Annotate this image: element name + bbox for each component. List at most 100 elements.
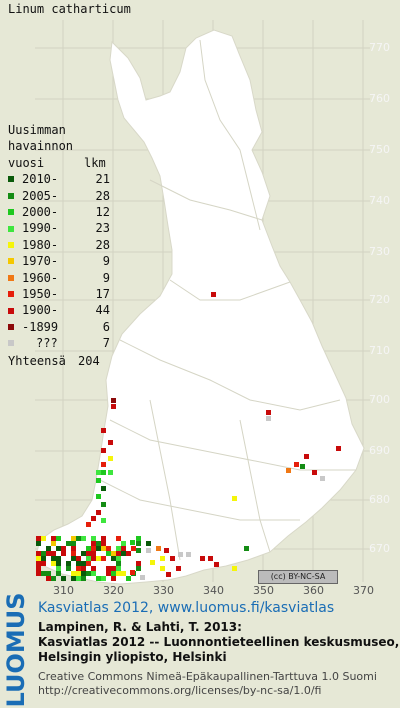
- distribution-map: [35, 20, 370, 585]
- observation-dot: [66, 561, 71, 566]
- observation-dot: [96, 510, 101, 515]
- observation-dot: [46, 571, 51, 576]
- observation-dot: [66, 541, 71, 546]
- legend-year-label: ???: [36, 336, 58, 351]
- region-boundaries: [99, 39, 356, 561]
- legend-year-label: -1899: [22, 319, 59, 334]
- observation-dot: [56, 546, 61, 551]
- observation-dot: [294, 462, 299, 467]
- observation-dot: [36, 566, 41, 571]
- legend-count: 12: [95, 205, 110, 220]
- observation-dot: [101, 541, 106, 546]
- observation-dot: [101, 462, 106, 467]
- x-axis-label: 310: [53, 584, 74, 597]
- x-axis-label: 360: [303, 584, 324, 597]
- cc-license-badge[interactable]: (cc) BY-NC-SA: [258, 570, 338, 584]
- observation-dot: [91, 536, 96, 541]
- observation-dot: [71, 576, 76, 581]
- observation-dot: [166, 572, 171, 577]
- legend-swatch: [8, 176, 14, 183]
- observation-dot: [41, 551, 46, 556]
- legend-year-label: 2000-: [22, 205, 59, 220]
- observation-dot: [61, 551, 66, 556]
- legend-col-count: lkm: [84, 155, 106, 170]
- y-axis-label: 690: [369, 444, 390, 457]
- cc-icon: (cc): [270, 572, 289, 581]
- x-axis-label: 320: [103, 584, 124, 597]
- observation-dot: [121, 551, 126, 556]
- observation-dot: [96, 546, 101, 551]
- observation-dot: [108, 470, 113, 475]
- observation-dot: [266, 416, 271, 421]
- observation-dot: [266, 410, 271, 415]
- observation-dot: [108, 440, 113, 445]
- observation-dot: [146, 541, 151, 546]
- observation-dot: [111, 404, 116, 409]
- observation-dot: [130, 540, 135, 545]
- observation-dot: [286, 468, 291, 473]
- luomus-logo: LUOMUS: [2, 593, 30, 708]
- license-text: Creative Commons Nimeä-Epäkaupallinen-Ta…: [38, 670, 377, 683]
- observation-dot: [146, 548, 151, 553]
- observation-dot: [76, 536, 81, 541]
- observation-dot: [91, 546, 96, 551]
- observation-dot: [71, 541, 76, 546]
- observation-dot: [150, 560, 155, 565]
- observation-dot: [61, 546, 66, 551]
- observation-dot: [136, 566, 141, 571]
- observation-dot: [108, 456, 113, 461]
- legend-row: 1970- 9: [8, 253, 110, 269]
- observation-dot: [336, 446, 341, 451]
- y-axis-label: 720: [369, 293, 390, 306]
- y-axis-label: 730: [369, 245, 390, 258]
- legend-swatch: [8, 258, 14, 265]
- observation-dot: [76, 556, 81, 561]
- legend-row: 1900- 44: [8, 302, 110, 318]
- legend-row: 2010- 21: [8, 171, 110, 187]
- x-axis-label: 340: [203, 584, 224, 597]
- observation-dot: [81, 561, 86, 566]
- observation-dot: [121, 571, 126, 576]
- observation-dot: [140, 575, 145, 580]
- legend-year-label: 1960-: [22, 270, 59, 285]
- legend-swatch: [8, 340, 14, 347]
- atlas-link[interactable]: Kasviatlas 2012, www.luomus.fi/kasviatla…: [38, 600, 335, 616]
- observation-dot: [36, 536, 41, 541]
- observation-dot: [51, 561, 56, 566]
- observation-dot: [56, 556, 61, 561]
- y-axis-label: 750: [369, 143, 390, 156]
- observation-dot: [101, 470, 106, 475]
- x-axis-label: 350: [253, 584, 274, 597]
- observation-dot: [116, 566, 121, 571]
- observation-dot: [46, 576, 51, 581]
- observation-dot: [232, 496, 237, 501]
- observation-dot: [101, 502, 106, 507]
- legend-header-1: Uusimman: [8, 123, 66, 137]
- legend-year-label: 1950-: [22, 287, 59, 302]
- observation-dot: [51, 536, 56, 541]
- legend-year-label: 1900-: [22, 303, 59, 318]
- observation-dot: [81, 536, 86, 541]
- observation-dot: [86, 522, 91, 527]
- legend-row: -1899 6: [8, 319, 110, 335]
- observation-dot: [91, 556, 96, 561]
- license-url[interactable]: http://creativecommons.org/licenses/by-n…: [38, 684, 322, 697]
- observation-dot: [61, 576, 66, 581]
- observation-dot: [41, 571, 46, 576]
- observation-dot: [111, 556, 116, 561]
- observation-dot: [56, 561, 61, 566]
- legend-year-label: 1970-: [22, 254, 59, 269]
- legend-count: 28: [95, 237, 110, 252]
- observation-dot: [130, 570, 135, 575]
- observation-dot: [101, 576, 106, 581]
- legend-count: 23: [95, 221, 110, 236]
- observation-dot: [36, 541, 41, 546]
- observation-dot: [91, 516, 96, 521]
- observation-dot: [46, 546, 51, 551]
- citation-publisher: Helsingin yliopisto, Helsinki: [38, 650, 227, 664]
- observation-dot: [96, 478, 101, 483]
- observation-dot: [86, 546, 91, 551]
- legend-swatch: [8, 274, 14, 281]
- y-axis-label: 670: [369, 542, 390, 555]
- observation-dot: [76, 571, 81, 576]
